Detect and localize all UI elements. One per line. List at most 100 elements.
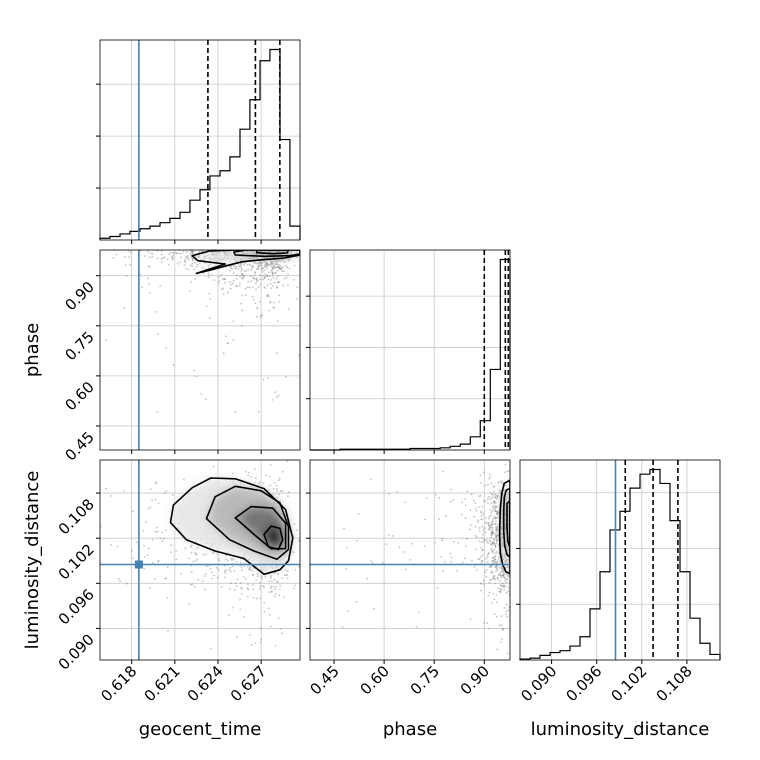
sample-point <box>507 586 510 589</box>
sample-point <box>251 275 254 278</box>
sample-point <box>161 250 163 253</box>
sample-point <box>260 314 262 317</box>
sample-point <box>276 490 279 492</box>
sample-point <box>477 557 480 560</box>
sample-point <box>502 568 504 571</box>
sample-point <box>224 335 227 338</box>
sample-point <box>263 261 265 264</box>
sample-point <box>489 498 492 500</box>
sample-point <box>442 470 444 473</box>
sample-point <box>452 540 455 543</box>
sample-point <box>278 477 281 480</box>
sample-point <box>275 586 278 588</box>
sample-point <box>154 498 157 501</box>
sample-point <box>262 585 265 587</box>
sample-point <box>496 529 499 532</box>
sample-point <box>282 260 285 263</box>
sample-point <box>284 260 286 263</box>
contour-line <box>191 250 300 275</box>
sample-point <box>148 283 150 285</box>
sample-point <box>493 561 495 564</box>
sample-point <box>497 574 500 577</box>
sample-point <box>191 257 194 260</box>
sample-point <box>488 566 491 568</box>
sample-point <box>243 269 246 272</box>
sample-point <box>492 592 495 595</box>
sample-point <box>487 552 490 555</box>
sample-point <box>286 574 288 576</box>
sample-point <box>493 548 496 551</box>
sample-point <box>503 576 506 579</box>
sample-point <box>490 502 493 505</box>
sample-point <box>356 539 358 542</box>
x-axis-label-geocent-time: geocent_time <box>139 719 262 740</box>
sample-point <box>170 255 173 258</box>
sample-point <box>213 279 216 281</box>
panel-border <box>309 249 511 451</box>
sample-point <box>245 577 247 580</box>
sample-point <box>179 261 182 263</box>
sample-point <box>495 540 498 542</box>
sample-point <box>450 556 453 559</box>
sample-point <box>499 562 501 564</box>
plot-area <box>520 460 720 660</box>
sample-point <box>195 559 198 562</box>
sample-point <box>275 286 278 289</box>
sample-point <box>177 262 179 265</box>
sample-point <box>495 594 498 596</box>
sample-point <box>490 530 493 533</box>
sample-point <box>241 588 244 590</box>
sample-point <box>279 260 282 262</box>
sample-point <box>494 505 497 507</box>
sample-point <box>209 647 212 650</box>
sample-point <box>494 509 497 512</box>
sample-point <box>490 572 493 574</box>
sample-point <box>504 471 506 474</box>
sample-point <box>496 539 499 542</box>
sample-point <box>261 262 264 265</box>
sample-point <box>493 517 496 520</box>
sample-point <box>486 561 489 564</box>
sample-point <box>156 530 159 533</box>
sample-point <box>149 291 151 294</box>
sample-point <box>195 265 198 268</box>
y-ticks <box>306 492 310 629</box>
x-tick-label: 0.621 <box>141 662 184 705</box>
sample-point <box>235 585 238 588</box>
sample-point <box>191 252 194 255</box>
sample-point <box>185 250 188 253</box>
sample-point <box>266 268 269 270</box>
sample-point <box>491 560 493 563</box>
sample-point <box>198 251 201 254</box>
sample-point <box>271 274 274 276</box>
sample-point <box>252 588 255 591</box>
sample-point <box>495 497 497 499</box>
sample-point <box>154 481 157 484</box>
y-axis-label-phase: phase <box>22 323 43 377</box>
sample-point <box>279 259 281 262</box>
sample-point <box>490 566 493 568</box>
sample-point <box>190 544 193 547</box>
sample-point <box>160 253 163 256</box>
sample-point <box>297 539 300 542</box>
sample-point <box>184 258 187 261</box>
x-ticks: 0.090 0.096 0.102 0.108 <box>517 660 696 705</box>
sample-point <box>497 511 500 514</box>
sample-point <box>492 500 495 503</box>
sample-point <box>493 531 495 534</box>
contour-line <box>233 250 300 258</box>
sample-point <box>269 282 272 285</box>
sample-point <box>237 268 240 270</box>
sample-point <box>493 542 496 544</box>
sample-point <box>279 584 282 587</box>
sample-point <box>494 578 496 581</box>
sample-point <box>457 541 460 544</box>
sample-point <box>499 574 502 577</box>
sample-point <box>492 541 495 544</box>
sample-point <box>270 279 272 281</box>
sample-point <box>296 286 299 289</box>
sample-point <box>500 641 502 643</box>
sample-point <box>208 274 211 277</box>
sample-point <box>266 284 269 287</box>
sample-point <box>275 259 278 262</box>
